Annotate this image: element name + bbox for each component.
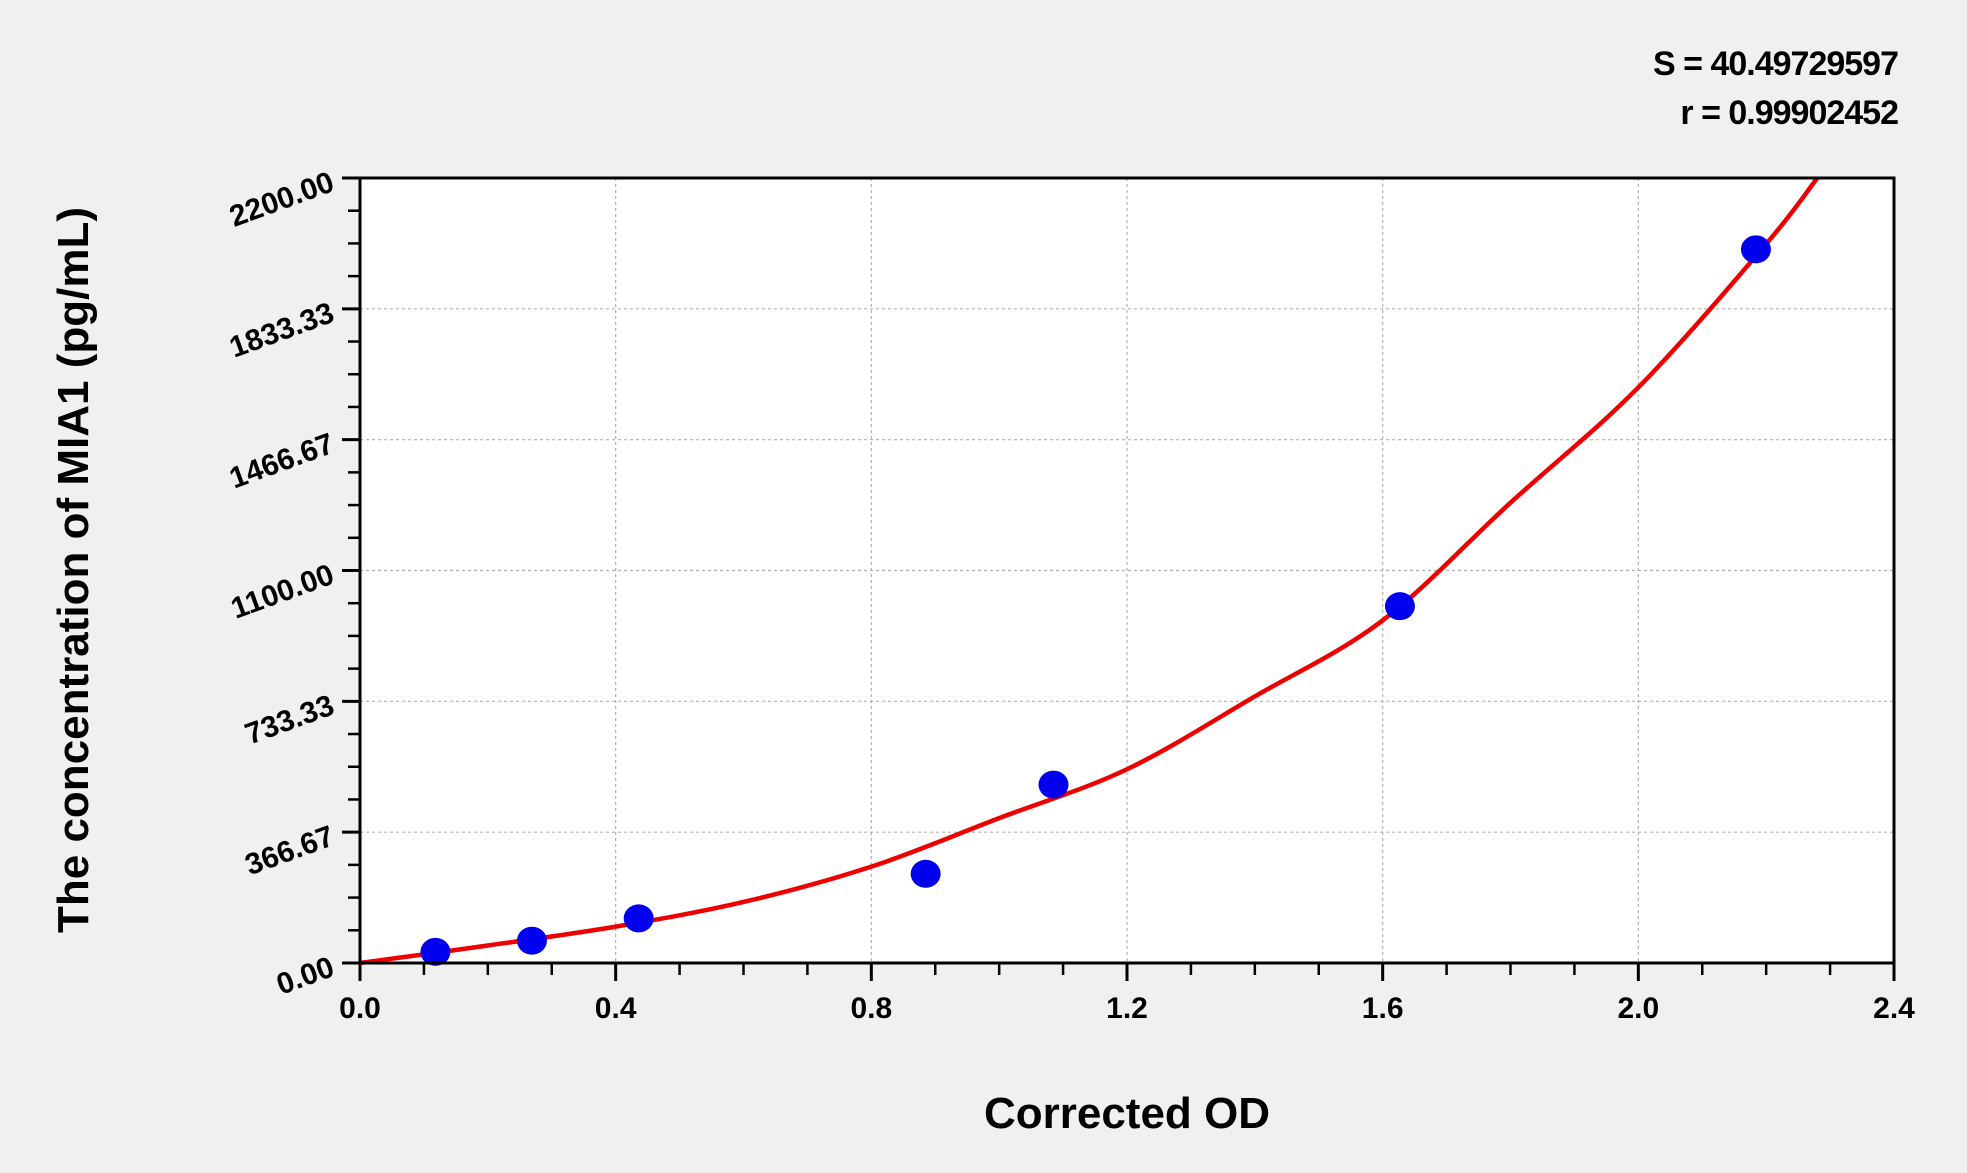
stat-r: r = 0.99902452 [1680, 94, 1898, 132]
data-point [910, 859, 941, 888]
y-tick-label: 366.67 [241, 820, 339, 882]
data-point [623, 904, 654, 933]
x-tick-label: 1.2 [1106, 992, 1148, 1025]
y-tick-label: 1833.33 [225, 296, 338, 364]
x-tick-label: 1.6 [1362, 992, 1404, 1025]
y-axis-label: The concentration of MIA1 (pg/mL) [49, 207, 98, 933]
plot-frame [358, 176, 1896, 965]
fit-curve-group [359, 176, 1820, 966]
grid [360, 178, 1894, 963]
fit-curve-line [359, 176, 1820, 966]
y-tick-label: 733.33 [241, 689, 339, 751]
data-point [1384, 592, 1415, 621]
x-tick-label: 0.8 [850, 992, 892, 1025]
x-axis-label: Corrected OD [984, 1089, 1270, 1138]
data-point [1740, 235, 1771, 264]
data-point [516, 926, 547, 955]
y-tick-label: 1100.00 [227, 558, 339, 626]
data-point [1038, 770, 1069, 799]
stat-s: S = 40.49729597 [1653, 45, 1898, 83]
y-tick-label: 2200.00 [225, 166, 338, 234]
x-tick-label: 2.4 [1873, 992, 1915, 1025]
data-points [420, 235, 1771, 966]
x-tick-label: 0.0 [339, 992, 381, 1025]
y-tick-label: 0.00 [272, 951, 338, 1002]
data-point [420, 937, 451, 966]
x-tick-label: 0.4 [595, 992, 637, 1025]
y-tick-label: 1466.67 [225, 427, 338, 495]
x-tick-label: 2.0 [1617, 992, 1659, 1025]
